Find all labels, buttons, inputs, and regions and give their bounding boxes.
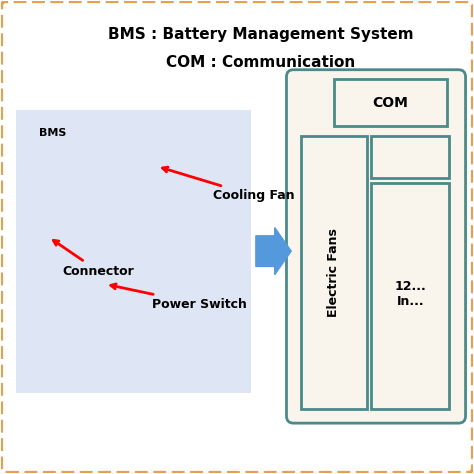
FancyBboxPatch shape — [371, 183, 449, 409]
Text: COM : Communication: COM : Communication — [166, 55, 355, 70]
Text: BMS : Battery Management System: BMS : Battery Management System — [108, 27, 413, 42]
Text: COM: COM — [372, 96, 408, 109]
Text: Connector: Connector — [54, 240, 135, 278]
Bar — [16, 110, 251, 392]
Text: 12...
In...: 12... In... — [394, 280, 426, 308]
FancyBboxPatch shape — [286, 70, 465, 423]
Text: BMS: BMS — [39, 128, 66, 138]
FancyBboxPatch shape — [334, 79, 447, 126]
FancyArrow shape — [256, 228, 291, 275]
Text: Power Switch: Power Switch — [111, 284, 247, 310]
FancyBboxPatch shape — [301, 136, 366, 409]
FancyBboxPatch shape — [371, 136, 449, 178]
Text: Cooling Fan: Cooling Fan — [163, 167, 295, 202]
Text: Electric Fans: Electric Fans — [327, 228, 340, 317]
